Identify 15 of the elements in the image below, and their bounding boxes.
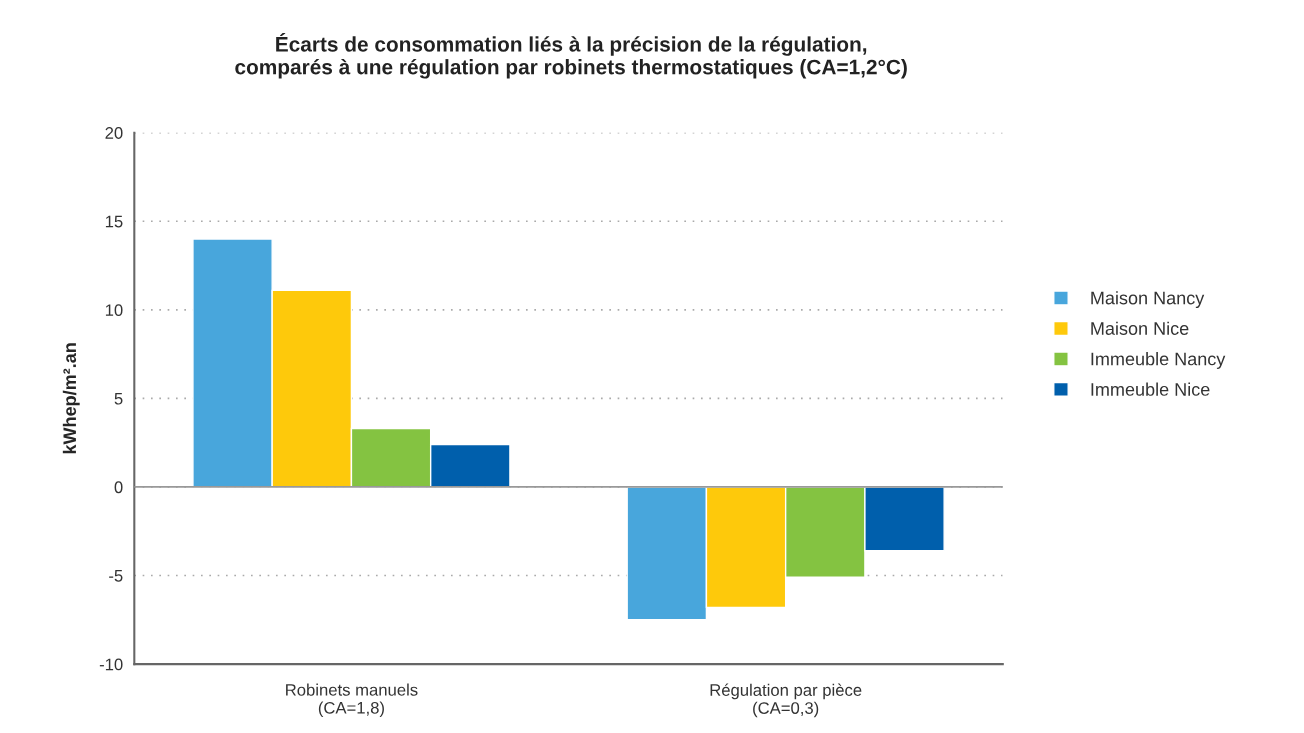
- y-tick-label: 20: [105, 127, 123, 139]
- y-tick-label: -10: [99, 658, 123, 671]
- y-tick-label: 5: [114, 392, 123, 405]
- y-tick-label: 10: [105, 304, 123, 317]
- legend-label: Maison Nice: [1091, 321, 1189, 335]
- legend-label: Immeuble Nancy: [1091, 352, 1226, 369]
- y-tick-label: 15: [105, 215, 123, 228]
- x-tick-label: Robinets manuels (CA=1,8): [286, 683, 418, 718]
- y-tick-label: -5: [109, 570, 123, 582]
- y-axis-title: kWhep/m².an: [62, 343, 80, 454]
- legend-label: Maison Nancy: [1091, 291, 1205, 308]
- legend-label: Immeuble Nice: [1091, 382, 1210, 396]
- chart-title: Écarts de consommation liés à la précision de la régulation, comparés à une régulation par robinets thermostatiques (CA=1,2°C): [235, 32, 907, 79]
- x-tick-label: Régulation par pièce (CA=0,3): [710, 683, 862, 718]
- y-tick-label: 0: [114, 481, 123, 494]
